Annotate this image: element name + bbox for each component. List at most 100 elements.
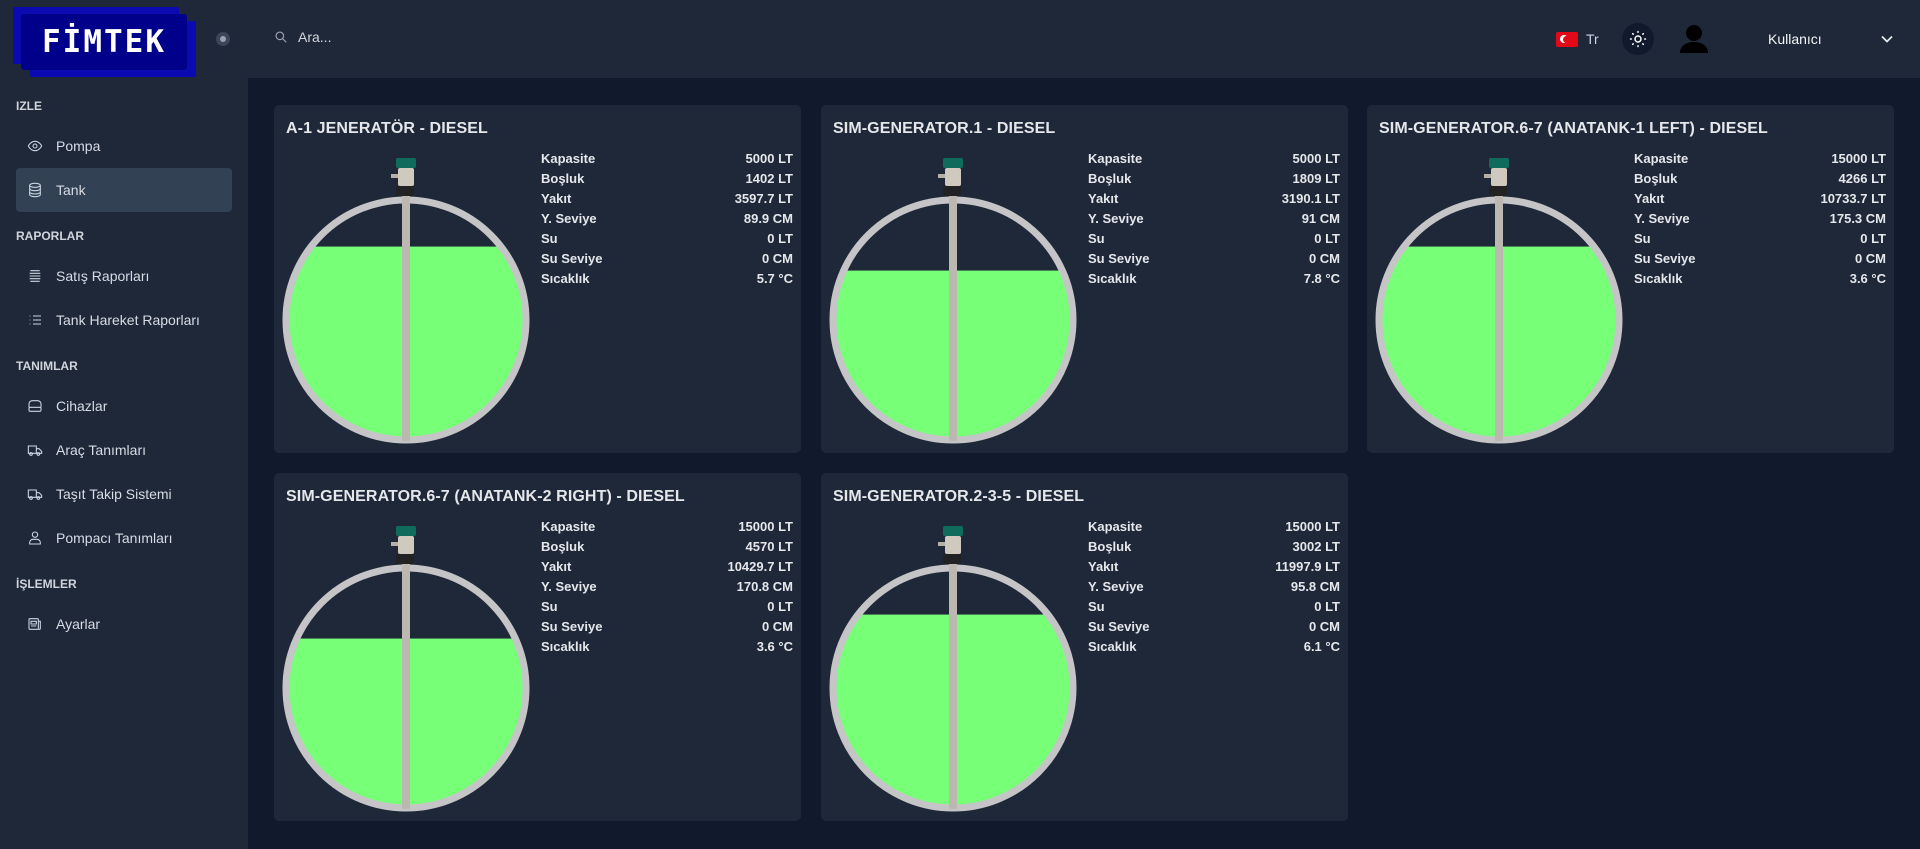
sidebar-item-label: Tank [56, 182, 86, 198]
stat-row: Boşluk 4570 LT [541, 537, 793, 557]
sun-icon [1629, 30, 1647, 48]
stat-label: Su Seviye [1088, 619, 1150, 634]
tank-gauge-4 [282, 526, 530, 812]
search-input[interactable] [298, 29, 598, 45]
sidebar-item-satis-raporlari[interactable]: Satış Raporları [16, 254, 232, 298]
section-title-islemler: İŞLEMLER [16, 577, 77, 591]
stat-value: 7.8 °C [1303, 271, 1340, 286]
stat-label: Y. Seviye [1088, 579, 1144, 594]
sidebar-item-tasit-takip-sistemi[interactable]: Taşıt Takip Sistemi [16, 472, 232, 516]
stat-value: 3190.1 LT [1281, 191, 1340, 206]
stat-label: Su [541, 231, 558, 246]
stat-value: 15000 LT [738, 519, 793, 534]
stat-label: Yakıt [541, 559, 572, 574]
stat-row: Su 0 LT [1088, 229, 1340, 249]
stat-value: 5000 LT [1292, 151, 1340, 166]
stat-value: 89.9 CM [743, 211, 793, 226]
top-header: Tr Kullanıcı [248, 0, 1920, 78]
stat-value: 11997.9 LT [1275, 559, 1340, 574]
sidebar-item-cihazlar[interactable]: Cihazlar [16, 384, 232, 428]
list-icon [26, 311, 44, 329]
sidebar-nav: IZLE Pompa Tank RAPORLAR Satış Raporları [0, 96, 248, 646]
user-name[interactable]: Kullanıcı [1768, 31, 1822, 47]
sidebar-item-label: Taşıt Takip Sistemi [56, 486, 172, 502]
tank-card[interactable]: A-1 JENERATÖR - DIESEL Kapasite 5000 LT Bo… [274, 105, 801, 453]
stat-row: Y. Seviye 175.3 CM [1634, 209, 1886, 229]
stat-row: Boşluk 4266 LT [1634, 169, 1886, 189]
stat-value: 10733.7 LT [1820, 191, 1886, 206]
search-bar [274, 29, 598, 45]
brand-logo[interactable]: FİMTEK [13, 7, 196, 77]
truck-icon [26, 441, 44, 459]
stat-label: Kapasite [1088, 519, 1143, 534]
tank-card[interactable]: SIM-GENERATOR.6-7 (ANATANK-2 RIGHT) - DI… [274, 473, 801, 821]
stat-value: 0 CM [761, 619, 793, 634]
stat-row: Sıcaklık 5.7 °C [541, 269, 793, 289]
stat-label: Su Seviye [1634, 251, 1696, 266]
stat-value: 15000 LT [1831, 151, 1886, 166]
stat-row: Su Seviye 0 CM [1088, 617, 1340, 637]
tank-card[interactable]: SIM-GENERATOR.2-3-5 - DIESEL Kapasite 150… [821, 473, 1348, 821]
chevron-down-icon[interactable] [1880, 32, 1894, 46]
sidebar-item-arac-tanimlari[interactable]: Araç Tanımları [16, 428, 232, 472]
sidebar-item-tank-hareket-raporlari[interactable]: Tank Hareket Raporları [16, 298, 232, 342]
stat-value: 4570 LT [745, 539, 793, 554]
newspaper-icon [26, 615, 44, 633]
stat-label: Sıcaklık [1088, 639, 1137, 654]
stat-row: Su 0 LT [1634, 229, 1886, 249]
stat-value: 0 LT [767, 231, 793, 246]
tank-card[interactable]: SIM-GENERATOR.6-7 (ANATANK-1 LEFT) - DIE… [1367, 105, 1894, 453]
stat-value: 3597.7 LT [734, 191, 793, 206]
stat-label: Kapasite [1088, 151, 1143, 166]
tank-card[interactable]: SIM-GENERATOR.1 - DIESEL Kapasite 5000 LT… [821, 105, 1348, 453]
stat-row: Kapasite 5000 LT [1088, 149, 1340, 169]
stat-label: Yakıt [1634, 191, 1665, 206]
section-title-izle: IZLE [16, 99, 42, 113]
stat-row: Sıcaklık 6.1 °C [1088, 637, 1340, 657]
stat-label: Y. Seviye [1634, 211, 1690, 226]
database-icon [26, 181, 44, 199]
stat-value: 175.3 CM [1829, 211, 1886, 226]
tank-dashboard: A-1 JENERATÖR - DIESEL Kapasite 5000 LT Bo… [248, 78, 1920, 849]
stat-label: Boşluk [541, 171, 585, 186]
language-selector[interactable]: Tr [1556, 31, 1599, 47]
stat-row: Su Seviye 0 CM [1088, 249, 1340, 269]
sidebar-item-label: Araç Tanımları [56, 442, 146, 458]
stat-row: Kapasite 15000 LT [1634, 149, 1886, 169]
tank-title: SIM-GENERATOR.1 - DIESEL [833, 120, 1056, 137]
stat-value: 170.8 CM [736, 579, 793, 594]
sidebar-item-label: Cihazlar [56, 398, 108, 414]
sidebar-item-pompaci-tanimlari[interactable]: Pompacı Tanımları [16, 516, 232, 560]
avatar-icon[interactable] [1680, 24, 1708, 54]
stat-label: Boşluk [1634, 171, 1678, 186]
stat-row: Y. Seviye 95.8 CM [1088, 577, 1340, 597]
theme-toggle-button[interactable] [1622, 23, 1654, 55]
stat-row: Su Seviye 0 CM [1634, 249, 1886, 269]
stat-row: Sıcaklık 3.6 °C [1634, 269, 1886, 289]
stat-value: 5.7 °C [756, 271, 793, 286]
stat-label: Su Seviye [541, 619, 603, 634]
stat-row: Yakıt 10429.7 LT [541, 557, 793, 577]
stat-value: 0 LT [1314, 231, 1340, 246]
sidebar-item-label: Pompacı Tanımları [56, 530, 173, 546]
stat-row: Y. Seviye 89.9 CM [541, 209, 793, 229]
sidebar-item-pompa[interactable]: Pompa [16, 124, 232, 168]
stack-lines-icon [26, 267, 44, 285]
language-label: Tr [1586, 31, 1599, 47]
stat-row: Su 0 LT [541, 229, 793, 249]
logo-text: FİMTEK [21, 14, 187, 70]
stat-row: Kapasite 15000 LT [541, 517, 793, 537]
sidebar-item-ayarlar[interactable]: Ayarlar [16, 602, 232, 646]
stat-value: 3.6 °C [756, 639, 793, 654]
sidebar-item-tank[interactable]: Tank [16, 168, 232, 212]
stat-row: Kapasite 15000 LT [1088, 517, 1340, 537]
stat-label: Su [1088, 599, 1105, 614]
sidebar-collapse-toggle[interactable] [216, 32, 230, 46]
stat-value: 95.8 CM [1290, 579, 1340, 594]
stat-label: Kapasite [1634, 151, 1689, 166]
stat-value: 4266 LT [1838, 171, 1886, 186]
stat-label: Su Seviye [1088, 251, 1150, 266]
tank-stats: Kapasite 15000 LT Boşluk 3002 LT Yakıt 11997.… [1088, 517, 1340, 657]
stat-label: Boşluk [1088, 171, 1132, 186]
stat-value: 1402 LT [745, 171, 793, 186]
